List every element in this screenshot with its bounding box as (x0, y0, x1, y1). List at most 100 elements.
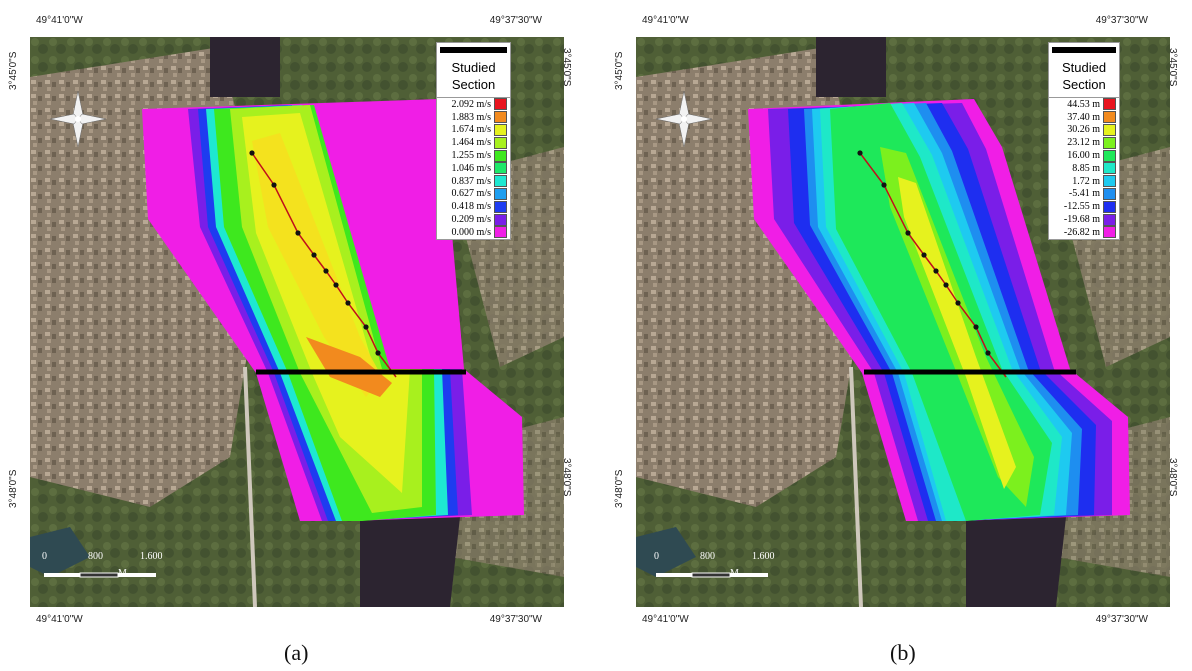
river-north (816, 37, 886, 97)
legend-color-swatch (494, 123, 507, 136)
legend-entry: 16.00 m (1049, 149, 1119, 162)
legend-entry-label: -5.41 m (1068, 188, 1100, 200)
scale-tick-800: 800 (700, 551, 715, 562)
longitude-label-top-right: 49°37'30"W (1095, 15, 1148, 26)
lake (30, 527, 90, 577)
legend-color-swatch (494, 162, 507, 175)
bathymetry-contour-map (748, 99, 1130, 521)
legend-color-swatch (1103, 226, 1116, 239)
legend-entry-label: 1.72 m (1072, 175, 1100, 187)
lake (636, 527, 696, 577)
legend-entry-label: -12.55 m (1063, 201, 1100, 213)
scale-tick-1600: 1.600 (752, 551, 775, 562)
latitude-label-left-bottom: 3°48'0"S (8, 469, 19, 508)
scale-tick-1600: 1.600 (140, 551, 163, 562)
legend-title: Studied Section (1049, 53, 1119, 98)
north-arrow-icon (49, 90, 107, 148)
legend-entry-label: 8.85 m (1072, 162, 1100, 174)
legend-color-swatch (1103, 123, 1116, 136)
legend-color-swatch (1103, 187, 1116, 200)
legend-entry-label: 1.883 m/s (451, 111, 491, 123)
legend-entries: 44.53 m 37.40 m 30.26 m 23.12 m 16.00 m 8.85 … (1049, 98, 1119, 239)
legend-entry-label: -19.68 m (1063, 214, 1100, 226)
legend-color-swatch (494, 213, 507, 226)
legend-color-swatch (494, 149, 507, 162)
highway (849, 366, 863, 607)
legend-color-swatch (494, 175, 507, 188)
legend-color-swatch (1103, 200, 1116, 213)
longitude-label-bottom-right: 49°37'30"W (489, 614, 542, 625)
legend-entry-label: 0.000 m/s (451, 226, 491, 238)
legend-entry: -12.55 m (1049, 200, 1119, 213)
legend-entry-label: 23.12 m (1067, 137, 1100, 149)
legend-entry: 37.40 m (1049, 111, 1119, 124)
legend-color-swatch (1103, 162, 1116, 175)
legend-entries: 2.092 m/s 1.883 m/s 1.674 m/s 1.464 m/s 1.25… (437, 98, 510, 239)
legend-color-swatch (494, 187, 507, 200)
legend-entry: 0.627 m/s (437, 187, 510, 201)
legend-entry-label: 0.209 m/s (451, 214, 491, 226)
map-panel-bathymetry: 49°41'0"W 49°37'30"W 3°45'0"S 3°48'0"S 3… (606, 0, 1192, 671)
scale-tick-800: 800 (88, 551, 103, 562)
legend-color-swatch (1103, 149, 1116, 162)
legend-entry-label: 0.837 m/s (451, 175, 491, 187)
legend-entry-label: 16.00 m (1067, 150, 1100, 162)
legend-entry: 8.85 m (1049, 162, 1119, 175)
longitude-label-bottom-left: 49°41'0"W (642, 614, 689, 625)
legend-entry: 30.26 m (1049, 123, 1119, 137)
latitude-label-left-top: 3°45'0"S (614, 51, 625, 90)
legend-entry-label: 1.255 m/s (451, 150, 491, 162)
legend-entry-label: 1.674 m/s (451, 124, 491, 136)
bathymetry-legend: Studied Section 44.53 m 37.40 m 30.26 m 23.… (1048, 42, 1120, 240)
legend-color-swatch (1103, 111, 1116, 124)
legend-entry: -19.68 m (1049, 213, 1119, 226)
legend-color-swatch (1103, 136, 1116, 149)
legend-entry: 1.255 m/s (437, 149, 510, 162)
legend-section-symbol (440, 47, 507, 53)
legend-entry: 1.046 m/s (437, 162, 510, 175)
latitude-label-left-bottom: 3°48'0"S (614, 469, 625, 508)
legend-entry: 1.883 m/s (437, 111, 510, 124)
longitude-label-top-left: 49°41'0"W (36, 15, 83, 26)
legend-entry-label: -26.82 m (1063, 226, 1100, 238)
legend-entry-label: 37.40 m (1067, 111, 1100, 123)
latitude-label-left-top: 3°45'0"S (8, 51, 19, 90)
legend-entry: 0.000 m/s (437, 226, 510, 239)
longitude-label-bottom-left: 49°41'0"W (36, 614, 83, 625)
figure-caption-a: (a) (284, 640, 309, 665)
legend-entry: 0.418 m/s (437, 200, 510, 213)
legend-entry: -26.82 m (1049, 226, 1119, 239)
scale-tick-0: 0 (654, 551, 659, 562)
scale-bar (656, 572, 768, 578)
map-panel-velocity: 49°41'0"W 49°37'30"W 3°45'0"S 3°48'0"S 3… (0, 0, 586, 671)
velocity-legend: Studied Section 2.092 m/s 1.883 m/s 1.674 … (436, 42, 511, 240)
velocity-contour-map (142, 99, 524, 521)
longitude-label-bottom-right: 49°37'30"W (1095, 614, 1148, 625)
legend-entry: 1.464 m/s (437, 136, 510, 149)
satellite-map-frame (636, 37, 1170, 607)
legend-entry: 0.837 m/s (437, 175, 510, 188)
legend-entry-label: 0.627 m/s (451, 188, 491, 200)
legend-section-symbol (1052, 47, 1116, 53)
legend-entry-label: 0.418 m/s (451, 201, 491, 213)
legend-color-swatch (1103, 98, 1116, 111)
river-south (966, 517, 1066, 607)
legend-color-swatch (1103, 175, 1116, 188)
longitude-label-top-left: 49°41'0"W (642, 15, 689, 26)
legend-color-swatch (494, 111, 507, 124)
studied-section-path (857, 150, 1007, 378)
legend-color-swatch (494, 136, 507, 149)
scale-bar (44, 572, 156, 578)
legend-entry: 0.209 m/s (437, 213, 510, 226)
legend-entry-label: 44.53 m (1067, 98, 1100, 110)
legend-entry-label: 1.046 m/s (451, 162, 491, 174)
legend-entry: 23.12 m (1049, 136, 1119, 149)
legend-entry: 1.674 m/s (437, 123, 510, 137)
scale-unit: M (730, 568, 739, 579)
legend-color-swatch (494, 98, 507, 111)
legend-entry-label: 30.26 m (1067, 124, 1100, 136)
legend-title: Studied Section (437, 53, 510, 98)
river-north (210, 37, 280, 97)
legend-entry-label: 2.092 m/s (451, 98, 491, 110)
figure-caption-b: (b) (890, 640, 916, 665)
